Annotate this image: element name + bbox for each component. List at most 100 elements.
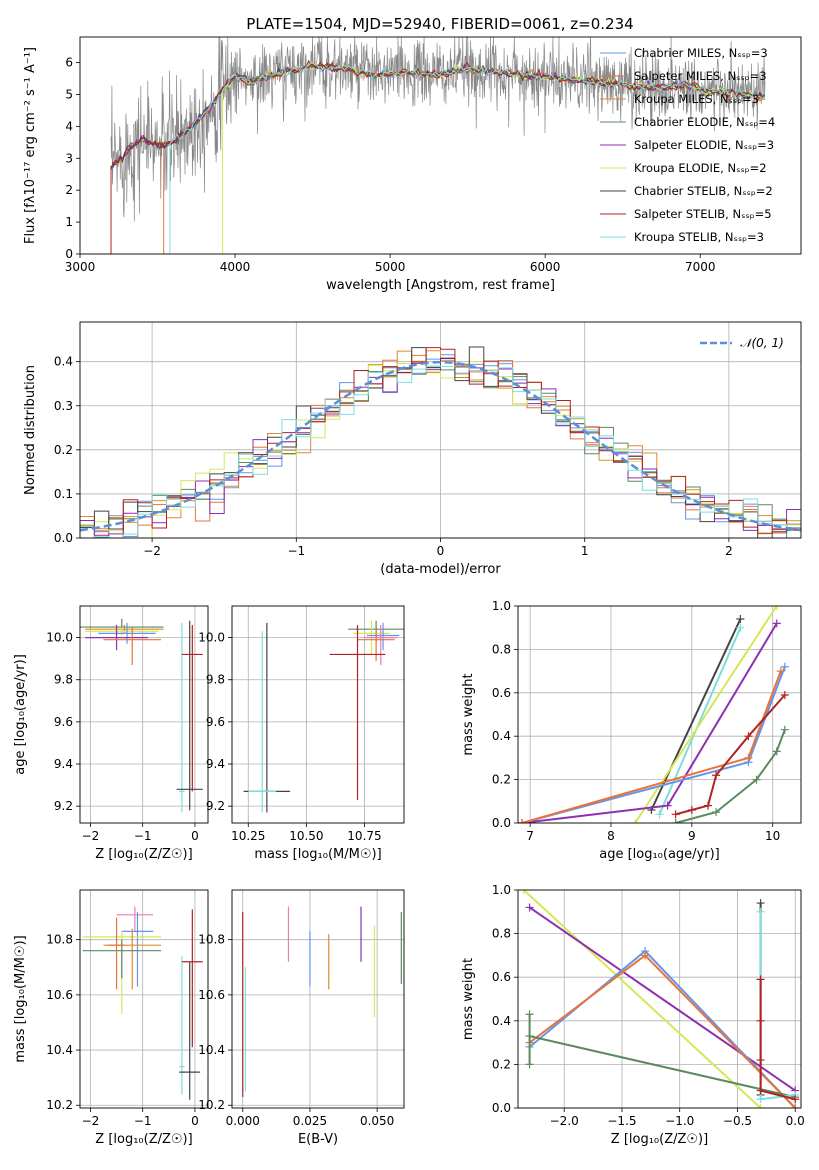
axes-frame [231,605,405,824]
legend-label: Chabrier STELIB, Nₛₛₚ=2 [634,184,773,198]
x-axis-label: mass [log₁₀(M/M☉)] [254,847,381,862]
weight-marker [791,1095,800,1104]
y-tick-label: 10.0 [46,631,73,645]
x-tick-label: 5000 [375,260,406,274]
y-axis-label: mass weight [461,958,476,1040]
weight-marker [525,903,534,912]
x-tick-label: 0 [191,1114,199,1128]
weight-marker [776,667,785,676]
panel-age_vs_mass: 10.25 10.50 10.75 9.2 9.4 9.6 9.8 10.0 mass [log… [198,605,405,862]
weight-line [658,627,742,815]
legend-label: Kroupa ELODIE, Nₛₛₚ=2 [634,161,767,175]
weight-marker [772,747,781,756]
weight-marker [756,899,765,908]
y-tick-label: 5 [65,87,73,101]
weight-marker [518,819,527,823]
x-tick-label: 0.0 [786,1114,805,1128]
legend-label: Chabrier MILES, Nₛₛₚ=3 [634,46,768,60]
y-tick-label: 3 [65,151,73,165]
legend-label: Salpeter MILES, Nₛₛₚ=3 [634,69,767,83]
weight-marker [756,1095,765,1104]
x-axis-label: E(B-V) [298,1132,338,1147]
y-tick-label: 9.4 [206,757,225,771]
weight-line [521,666,786,823]
legend-label: Kroupa MILES, Nₛₛₚ=3 [634,92,759,106]
weight-marker [780,662,789,671]
weight-marker [756,975,765,984]
axes-frame [517,605,802,824]
y-axis-label: Normed distribution [23,365,38,495]
panel-age_vs_z: −2 −1 0 9.2 9.4 9.6 9.8 10.0 Z [log₁₀(Z/Z☉)] age … [13,605,209,862]
weight-marker [791,1104,800,1108]
plot-area [110,37,766,254]
legend-label: 𝒩(0, 1) [740,336,784,350]
y-tick-label: 9.8 [206,673,225,687]
y-tick-label: 0.3 [54,399,73,413]
weight-line [528,1014,796,1099]
y-tick-label: 0.6 [492,686,511,700]
observed-spectrum [110,37,766,222]
x-tick-label: 2 [725,544,733,558]
weight-marker [756,1086,765,1095]
legend-label: Kroupa STELIB, Nₛₛₚ=3 [634,230,764,244]
x-tick-label: 10.50 [289,829,323,843]
weight-marker [525,1060,534,1069]
panel-spectrum: 3000 4000 5000 6000 7000 0 1 2 3 4 5 6 wavelength [A… [23,36,802,293]
x-tick-label: 8 [607,829,615,843]
y-tick-label: 10.8 [46,933,73,947]
figure-title: PLATE=1504, MJD=52940, FIBERID=0061, z=0… [246,15,633,33]
x-tick-label: 0 [191,829,199,843]
x-tick-label: 10 [765,829,780,843]
plot-area [80,618,203,813]
x-axis-label: wavelength [Angstrom, rest frame] [326,278,555,293]
y-tick-label: 0 [65,247,73,261]
x-tick-label: 7 [526,829,534,843]
y-tick-label: 10.8 [198,933,225,947]
y-tick-label: 1.0 [492,883,511,897]
x-tick-label: −1 [287,544,305,558]
weight-marker [641,951,650,960]
x-tick-label: 10.25 [231,829,265,843]
y-tick-label: 0.8 [492,927,511,941]
panel-weight_vs_age: 7 8 9 10 0.0 0.2 0.4 0.6 0.8 1.0 age [log₁₀(age/yr… [461,599,802,862]
panel-weight_vs_z: −2.0 −1.5 −1.0 −0.5 0.0 0.0 0.2 0.4 0.6 0.8 1.0 Z [… [461,883,805,1147]
x-tick-label: 7000 [685,260,716,274]
weight-marker [756,1016,765,1025]
plot-area [82,906,203,1100]
y-tick-label: 0.4 [54,355,73,369]
weight-marker [780,690,789,699]
y-tick-label: 10.2 [46,1098,73,1112]
weight-line [521,670,782,823]
weight-marker [752,775,761,784]
y-tick-label: 10.0 [198,631,225,645]
axes-frame [79,321,802,539]
model-spectrum [110,59,765,254]
weight-marker [772,606,781,610]
weight-marker [525,1010,534,1019]
y-tick-label: 4 [65,119,73,133]
axes-frame [79,605,209,824]
x-tick-label: −2 [143,544,161,558]
x-tick-label: 6000 [530,260,561,274]
weight-marker [655,810,664,819]
panel-mass_vs_ebv: 0.000 0.025 0.050 10.2 10.4 10.6 10.8 E(B-V) [198,889,405,1147]
panel-residuals: −2 −1 0 1 2 0.0 0.1 0.2 0.3 0.4 (data-model)/error… [23,321,802,577]
x-tick-label: −1 [134,829,152,843]
x-tick-label: 0 [437,544,445,558]
weight-marker [671,819,680,823]
model-spectrum [169,61,766,254]
y-axis-label: mass [log₁₀(M/M☉)] [13,935,28,1062]
weight-marker [712,808,721,817]
x-tick-label: −1 [134,1114,152,1128]
y-tick-label: 9.2 [54,799,73,813]
weight-marker [704,801,713,810]
y-tick-label: 10.6 [198,988,225,1002]
y-tick-label: 9.2 [206,799,225,813]
y-tick-label: 0.8 [492,642,511,656]
y-tick-label: 9.6 [54,715,73,729]
weight-marker [744,732,753,741]
weight-line [529,906,796,1092]
plot-area [242,906,402,1097]
weight-line [634,606,778,823]
